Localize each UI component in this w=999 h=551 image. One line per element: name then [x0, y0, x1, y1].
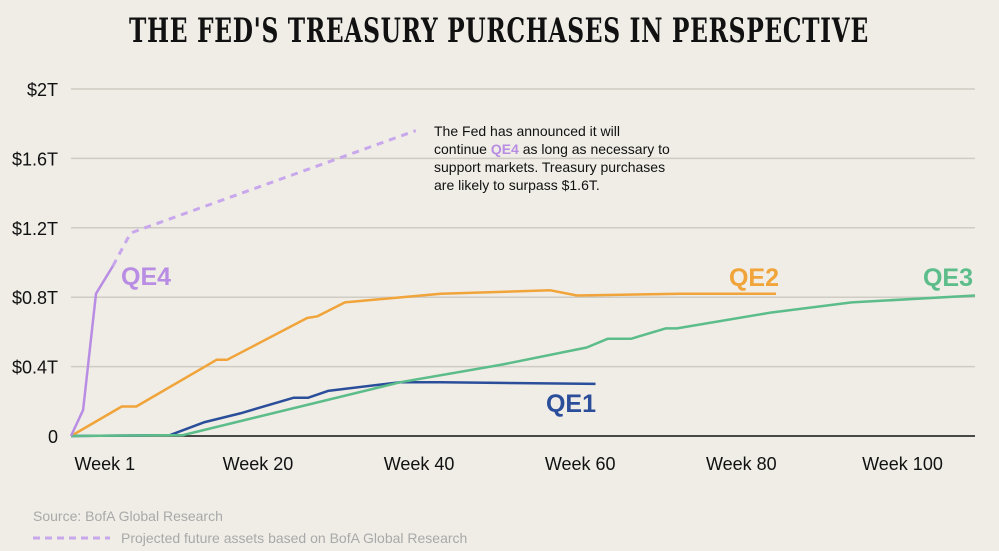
series-label-qe2: QE2 [729, 264, 779, 292]
y-tick-label: $1.2T [12, 219, 58, 239]
series-line-qe4-projected [111, 129, 417, 267]
y-tick-label: $0.4T [12, 358, 58, 378]
annotation-line: are likely to surpass $1.6T. [434, 177, 600, 193]
x-axis-ticks: Week 1 Week 20 Week 40 Week 60 Week 80 Week 1… [74, 454, 942, 474]
annotation-text: The Fed has announced it will continue QE… [434, 123, 670, 193]
annotation-segment: continue [434, 141, 491, 157]
gridlines [71, 88, 975, 368]
series-line-qe3 [70, 294, 976, 438]
annotation-segment: support markets. Treasury purchases [434, 159, 665, 175]
annotation-segment: as long as necessary to [519, 141, 670, 157]
series-label-qe1: QE1 [546, 390, 596, 418]
x-tick-label: Week 1 [74, 454, 135, 474]
y-axis-ticks: 0 $0.4T $0.8T $1.2T $1.6T $2T [12, 80, 58, 447]
series-lines [69, 129, 976, 438]
annotation-line: support markets. Treasury purchases [434, 159, 665, 175]
series-label-qe3: QE3 [923, 264, 973, 292]
chart-title: THE FED'S TREASURY PURCHASES IN PERSPECT… [129, 11, 869, 51]
y-tick-label: $2T [27, 80, 58, 100]
source-text: Source: BofA Global Research [33, 508, 223, 524]
series-line-qe4 [69, 265, 114, 437]
annotation-line: continue QE4 as long as necessary to [434, 141, 670, 157]
x-tick-label: Week 20 [223, 454, 294, 474]
y-tick-label: $1.6T [12, 149, 58, 169]
series-line-qe2 [70, 289, 776, 438]
series-line-qe1 [70, 380, 596, 438]
series-labels: QE1 QE2 QE3 QE4 [121, 263, 973, 418]
annotation-highlight: QE4 [491, 141, 519, 157]
annotation-line: The Fed has announced it will [434, 123, 620, 139]
series-label-qe4: QE4 [121, 263, 171, 291]
x-tick-label: Week 80 [706, 454, 777, 474]
annotation-segment: are likely to surpass $1.6T. [434, 177, 600, 193]
annotation-segment: The Fed has announced it will [434, 123, 620, 139]
legend-label: Projected future assets based on BofA Gl… [121, 530, 467, 546]
x-tick-label: Week 60 [545, 454, 616, 474]
y-tick-label: 0 [48, 427, 58, 447]
y-tick-label: $0.8T [12, 288, 58, 308]
x-tick-label: Week 40 [384, 454, 455, 474]
x-tick-label: Week 100 [862, 454, 943, 474]
